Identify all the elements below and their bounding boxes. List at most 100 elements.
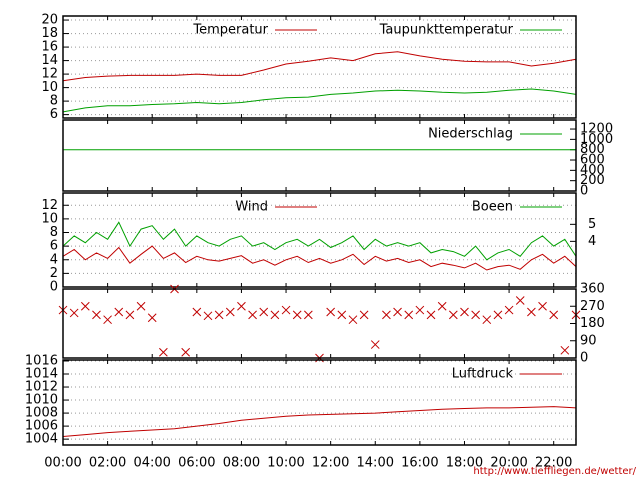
point [393, 307, 402, 317]
y-tick-label: 200 [580, 173, 605, 188]
x-tick-label: 16:00 [401, 456, 438, 471]
point [225, 307, 235, 317]
y-tick-label: 1014 [25, 367, 58, 382]
y-tick-label: 1012 [25, 380, 58, 395]
panel-frame [62, 288, 577, 359]
y-tick-label: 90 [580, 333, 597, 348]
legend-label: Boeen [472, 200, 513, 215]
y-tick-label: 18 [41, 26, 58, 41]
point [92, 310, 101, 320]
y-tick-label: 600 [580, 153, 605, 168]
y-tick-label: 12 [41, 67, 58, 82]
y-tick-label: 10 [41, 80, 58, 95]
x-tick-label: 18:00 [446, 456, 483, 471]
point [248, 310, 257, 320]
y-tick-label: 8 [50, 94, 58, 109]
point [270, 310, 280, 320]
series-line [62, 51, 577, 82]
series-line [62, 245, 577, 271]
x-tick-label: 10:00 [267, 456, 304, 471]
point [448, 310, 458, 320]
point [114, 307, 124, 317]
x-tick-label: 00:00 [44, 456, 81, 471]
legend-label: Wind [235, 200, 268, 215]
point [560, 345, 570, 355]
y-tick-label: 20 [41, 13, 58, 28]
point [437, 301, 447, 311]
x-tick-label: 04:00 [133, 456, 170, 471]
point [214, 310, 224, 320]
x-tick-label: 20:00 [490, 456, 527, 471]
legend-label: Temperatur [192, 23, 268, 38]
x-tick-label: 02:00 [89, 456, 126, 471]
panel-frame [62, 119, 577, 192]
y-tick-label: 360 [580, 282, 605, 297]
y-tick-label: 1008 [25, 406, 58, 421]
credit: http://www.tieffliegen.de/wetter/ [473, 466, 636, 477]
x-tick-label: 12:00 [312, 456, 349, 471]
legend-label: Taupunkttemperatur [379, 23, 514, 38]
y-tick-label: 0 [580, 351, 588, 366]
y-tick-label: 800 [580, 142, 605, 157]
point [460, 307, 469, 317]
x-tick-label: 08:00 [223, 456, 260, 471]
point [303, 310, 313, 320]
point [471, 310, 480, 320]
y2-tick-label: 4 [588, 234, 596, 249]
series-line [62, 88, 577, 113]
point [292, 310, 302, 320]
point [103, 315, 112, 325]
y-tick-label: 0 [580, 184, 588, 199]
y-tick-label: 1016 [25, 353, 58, 368]
point [549, 310, 559, 320]
point [159, 347, 168, 357]
y-tick-label: 1010 [25, 393, 58, 408]
y-tick-label: 1006 [25, 419, 58, 434]
point [382, 310, 391, 320]
y-tick-label: 1200 [580, 122, 613, 137]
point [337, 310, 347, 320]
point [192, 307, 202, 317]
y-tick-label: 6 [50, 239, 58, 254]
y-tick-label: 8 [50, 225, 58, 240]
point [69, 308, 79, 318]
point [259, 307, 269, 317]
point [493, 310, 503, 320]
point [359, 310, 369, 320]
legend-label: Luftdruck [452, 367, 514, 382]
x-tick-label: 14:00 [357, 456, 394, 471]
point [125, 310, 135, 320]
point [370, 340, 380, 349]
point [504, 305, 514, 315]
point [482, 315, 492, 325]
y-tick-label: 270 [580, 299, 605, 314]
y-tick-label: 12 [41, 198, 58, 213]
panel-frame [62, 359, 577, 446]
point [147, 313, 157, 323]
point [203, 311, 213, 321]
series-line [62, 221, 577, 261]
panel-frame [62, 192, 577, 288]
y-tick-label: 0 [50, 280, 58, 295]
point [237, 301, 246, 311]
y-tick-label: 6 [50, 107, 58, 122]
point [348, 315, 358, 325]
point [281, 305, 291, 315]
y-tick-label: 400 [580, 163, 605, 178]
legend-label: Niederschlag [428, 127, 513, 142]
point [136, 301, 146, 311]
point [326, 307, 336, 317]
y-tick-label: 14 [41, 53, 58, 68]
y-tick-label: 1000 [580, 132, 613, 147]
point [527, 307, 536, 317]
y-tick-label: 1004 [25, 432, 58, 447]
y-tick-label: 4 [50, 252, 58, 267]
panel-frame [62, 15, 577, 119]
series-line [62, 406, 577, 437]
y-tick-label: 10 [41, 211, 58, 226]
y2-tick-label: 5 [588, 217, 596, 232]
y-tick-label: 16 [41, 40, 58, 55]
point [181, 347, 191, 357]
y-tick-label: 180 [580, 316, 605, 331]
